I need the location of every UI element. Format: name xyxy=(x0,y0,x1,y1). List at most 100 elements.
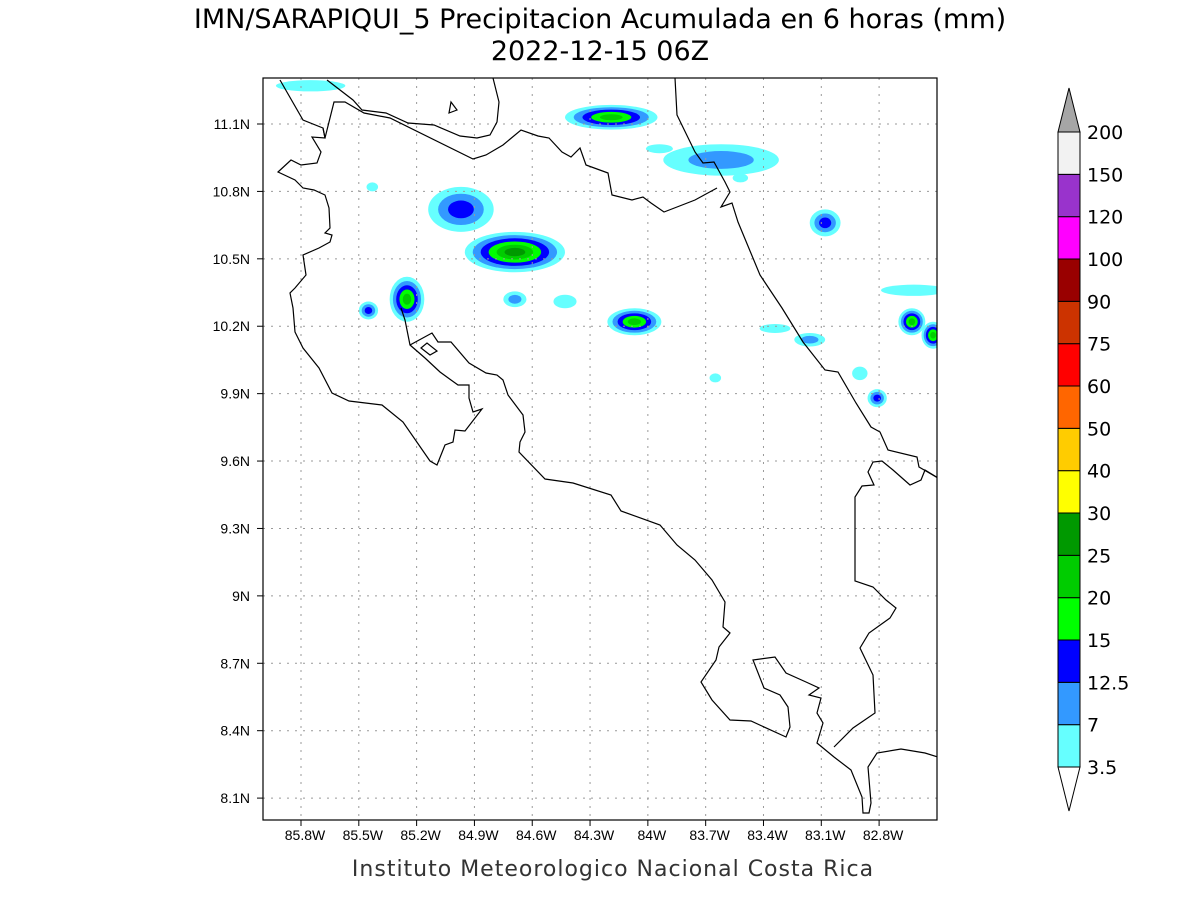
y-tick-label: 8.4N xyxy=(220,723,250,739)
y-tick-label: 8.7N xyxy=(220,655,250,671)
colorbar-label: 15 xyxy=(1087,630,1111,652)
colorbar-label: 150 xyxy=(1087,164,1123,186)
precip-contour-25 xyxy=(504,247,526,257)
precip-cell xyxy=(428,186,494,232)
colorbar-label: 60 xyxy=(1087,376,1111,398)
precip-cell xyxy=(759,323,791,333)
precip-contour-12_5 xyxy=(819,217,832,229)
precip-cell xyxy=(275,80,346,92)
precip-contour-3_5 xyxy=(553,294,577,309)
precip-contour-20 xyxy=(627,318,641,326)
y-tick-label: 9.9N xyxy=(220,386,250,402)
precip-contour-20 xyxy=(402,293,412,305)
y-axis-ticks: 11.1N 10.8N 10.5N 10.2N 9.9N 9.6N 9.3N 9N 8.7N 8.… xyxy=(213,116,263,806)
colorbar-label: 120 xyxy=(1087,207,1123,229)
x-tick-label: 84.6W xyxy=(516,827,557,843)
precip-cell xyxy=(645,144,673,154)
precip-contour-7 xyxy=(801,335,819,344)
y-tick-label: 10.8N xyxy=(213,183,250,199)
map-title: IMN/SARAPIQUI_5 Precipitacion Acumulada … xyxy=(194,4,1006,35)
precip-contour-20 xyxy=(599,114,623,121)
colorbar-label: 7 xyxy=(1087,715,1099,737)
colorbar-swatch xyxy=(1057,470,1081,514)
precip-cell xyxy=(564,104,658,130)
precip-contour-3_5 xyxy=(759,323,791,333)
x-tick-label: 84.3W xyxy=(574,827,615,843)
x-tick-label: 83.7W xyxy=(689,827,730,843)
precip-cell xyxy=(852,366,868,381)
precip-contour-3_5 xyxy=(881,284,937,296)
coastline-gulf-east xyxy=(409,332,937,814)
y-tick-label: 9N xyxy=(232,588,250,604)
precip-cell xyxy=(709,373,722,383)
colorbar-swatch xyxy=(1057,639,1081,683)
colorbar-label: 3.5 xyxy=(1087,757,1117,779)
colorbar-legend: 3.5 7 12.5 15 20 25 30 40 50 60 75 90 100 120 150 200 xyxy=(1057,87,1129,812)
coastlines xyxy=(276,78,937,814)
colorbar-swatch xyxy=(1057,554,1081,599)
x-tick-label: 83.1W xyxy=(805,827,846,843)
y-tick-label: 8.1N xyxy=(220,790,250,806)
precip-layer xyxy=(275,80,937,408)
colorbar-label: 50 xyxy=(1087,418,1111,440)
precip-cell xyxy=(553,294,577,309)
precip-cell xyxy=(663,144,779,176)
border-nicaragua xyxy=(279,79,718,213)
precip-contour-3_5 xyxy=(366,182,379,192)
colorbar-label: 30 xyxy=(1087,503,1111,525)
precip-contour-12_5 xyxy=(364,306,373,315)
y-tick-label: 9.6N xyxy=(220,453,250,469)
colorbar-label: 20 xyxy=(1087,588,1111,610)
y-tick-label: 9.3N xyxy=(220,520,250,536)
y-tick-label: 10.5N xyxy=(213,251,250,267)
colorbar-swatch xyxy=(1057,512,1081,556)
precip-contour-20 xyxy=(908,318,916,326)
colorbar-label: 100 xyxy=(1087,249,1123,271)
colorbar-under-arrow xyxy=(1057,766,1081,812)
precip-contour-3_5 xyxy=(732,173,749,183)
precip-contour-3_5 xyxy=(852,366,868,381)
colorbar-label: 75 xyxy=(1087,334,1111,356)
precip-contour-7 xyxy=(688,151,754,169)
colorbar-over-arrow xyxy=(1057,87,1081,133)
precip-contour-3_5 xyxy=(709,373,722,383)
x-tick-label: 85.8W xyxy=(285,827,326,843)
lake-island xyxy=(448,100,458,114)
map-subtitle-date: 2022-12-15 06Z xyxy=(491,36,709,67)
colorbar-label: 12.5 xyxy=(1087,672,1129,694)
precip-cell xyxy=(867,389,887,408)
precip-contour-3_5 xyxy=(275,80,346,92)
colorbar-label: 90 xyxy=(1087,291,1111,313)
precip-cell xyxy=(898,308,926,336)
colorbar-swatch xyxy=(1057,385,1081,429)
y-tick-label: 11.1N xyxy=(214,116,250,132)
precip-cell xyxy=(464,231,565,273)
gulf-island xyxy=(420,342,439,356)
x-tick-label: 83.4W xyxy=(747,827,788,843)
colorbar-swatch xyxy=(1057,597,1081,641)
colorbar-swatch xyxy=(1057,173,1081,218)
precip-contour-7 xyxy=(508,294,522,304)
colorbar-label: 25 xyxy=(1087,545,1111,567)
colorbar-label: 200 xyxy=(1087,122,1123,144)
x-tick-label: 84W xyxy=(637,827,667,843)
coastline-caribbean xyxy=(674,78,937,479)
precip-cell xyxy=(503,291,527,308)
x-tick-label: 84.9W xyxy=(458,827,499,843)
colorbar-swatch xyxy=(1057,681,1081,726)
coastline-lake-north xyxy=(326,78,500,139)
precip-cell xyxy=(389,276,425,322)
colorbar-swatch xyxy=(1057,427,1081,472)
precip-cell xyxy=(794,332,826,347)
precip-contour-12_5 xyxy=(873,394,881,402)
colorbar-swatch xyxy=(1057,216,1081,260)
precip-cell xyxy=(358,301,379,320)
precip-contour-12_5 xyxy=(448,200,474,219)
colorbar-swatch xyxy=(1057,724,1081,768)
precip-cell xyxy=(732,173,749,183)
precip-contour-20 xyxy=(930,331,936,339)
grid-lines xyxy=(263,78,937,820)
x-axis-ticks: 85.8W 85.5W 85.2W 84.9W 84.6W 84.3W 84W 83.7W 83… xyxy=(285,820,904,843)
precip-cell xyxy=(881,284,937,296)
